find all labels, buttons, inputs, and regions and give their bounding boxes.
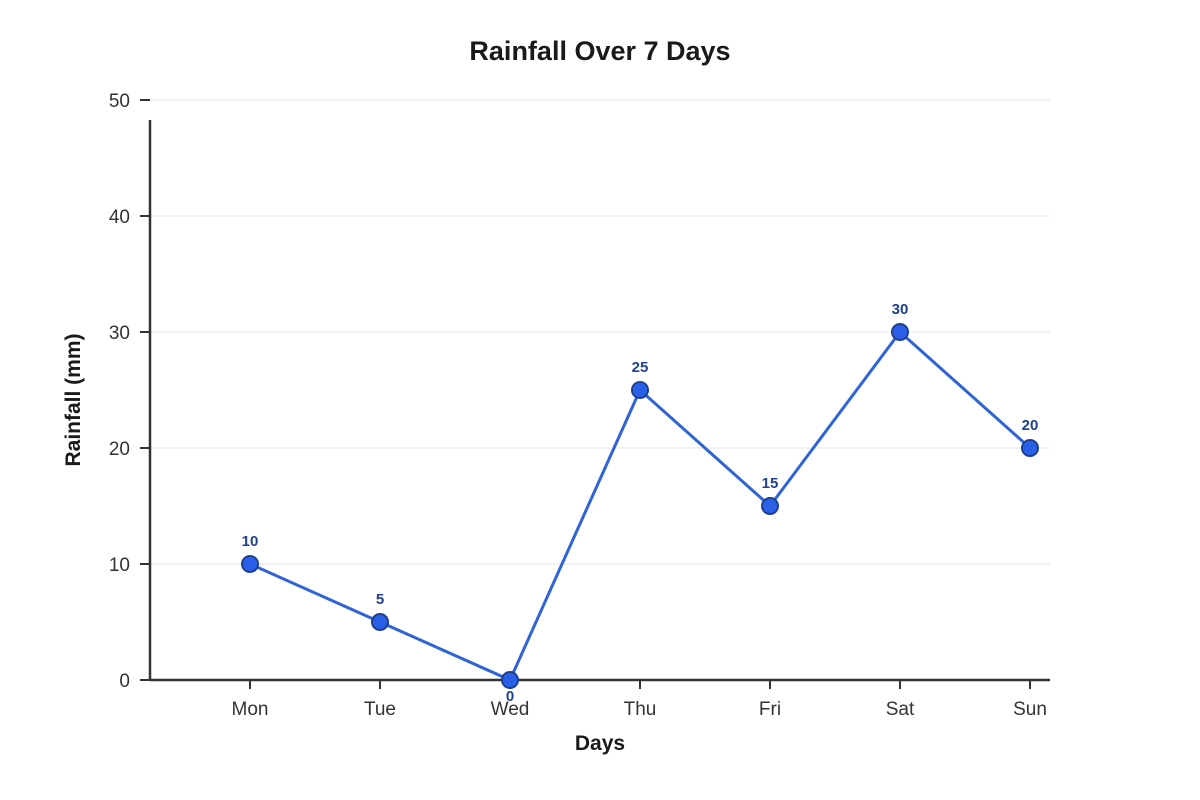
chart-title: Rainfall Over 7 Days (469, 36, 730, 66)
data-point (631, 381, 649, 399)
data-label: 5 (376, 591, 384, 608)
data-label: 0 (506, 688, 514, 705)
y-tick-label: 20 (109, 439, 130, 460)
data-label: 15 (762, 475, 779, 492)
x-tick-label: Wed (491, 699, 530, 720)
y-tick-label: 30 (109, 323, 130, 344)
data-point (371, 613, 389, 631)
x-tick-label: Tue (364, 699, 396, 720)
x-tick-label: Sat (886, 699, 915, 720)
data-label: 25 (632, 359, 649, 376)
data-label: 20 (1022, 417, 1039, 434)
y-tick-label: 40 (109, 207, 130, 228)
data-point (241, 555, 259, 573)
series-rainfall (241, 323, 1039, 689)
data-point (501, 671, 519, 689)
x-axis-ticks: Mon Tue Wed Thu Fri Sat Sun (232, 680, 1047, 720)
y-tick-label: 10 (109, 555, 130, 576)
data-labels: 10 5 0 25 15 30 20 (242, 301, 1039, 705)
y-axis-ticks: 0 10 20 30 40 50 (109, 91, 150, 692)
gridlines (150, 99, 1050, 565)
x-tick-label: Thu (624, 699, 657, 720)
data-point (761, 497, 779, 515)
y-tick-label: 50 (109, 91, 130, 112)
data-label: 30 (892, 301, 909, 318)
x-tick-label: Fri (759, 699, 781, 720)
data-label: 10 (242, 533, 259, 550)
data-point (1021, 439, 1039, 457)
y-axis-title: Rainfall (mm) (62, 333, 85, 466)
x-tick-label: Sun (1013, 699, 1047, 720)
y-tick-label: 0 (119, 671, 130, 692)
x-axis-title: Days (575, 732, 625, 755)
x-tick-label: Mon (232, 699, 269, 720)
data-point (891, 323, 909, 341)
